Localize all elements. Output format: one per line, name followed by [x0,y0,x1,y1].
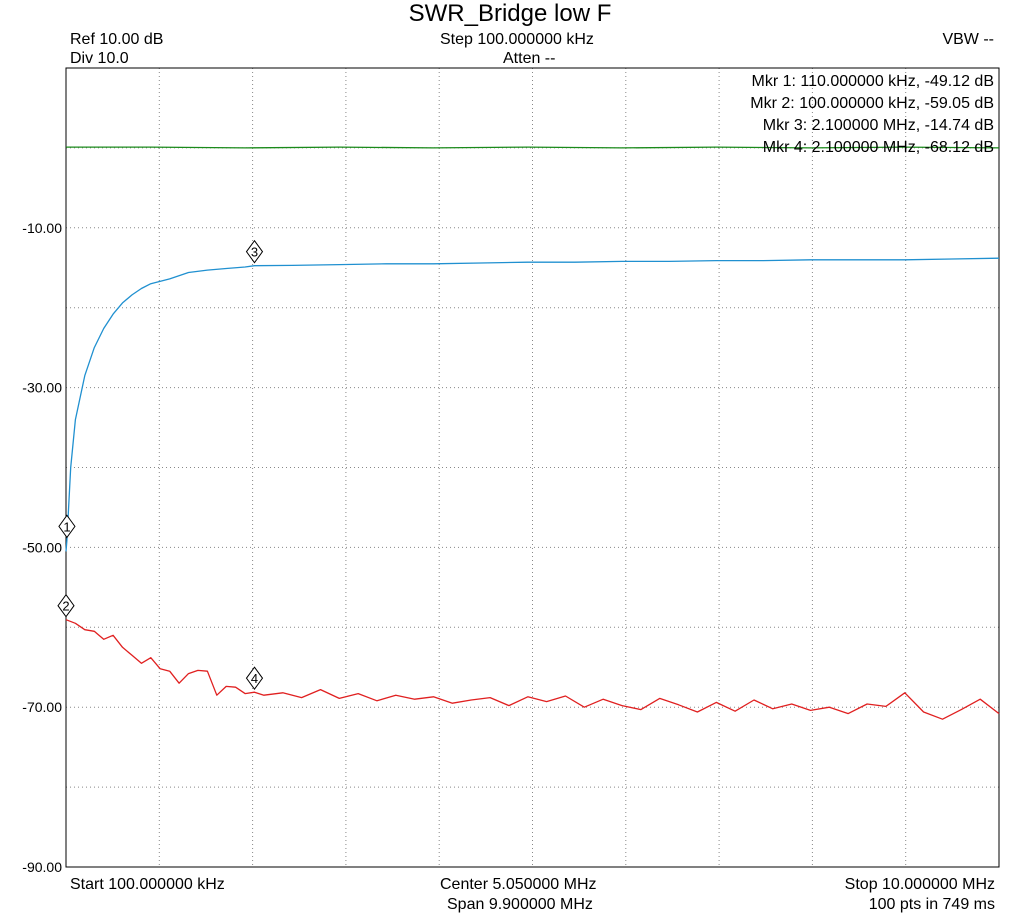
marker-number: 2 [62,599,69,614]
marker-1: 1 [58,514,76,539]
chart-title: SWR_Bridge low F [408,0,612,27]
y-tick-label: -70.00 [22,699,62,715]
y-tick-label: -30.00 [22,380,62,396]
marker-2: 2 [57,593,75,618]
marker-3: 3 [245,239,264,264]
marker-4: 4 [245,666,264,691]
series-line-1 [66,146,1000,149]
marker-number: 4 [251,671,258,686]
marker-readout: Mkr 3: 2.100000 MHz, -14.74 dB [763,117,994,134]
y-tick-label: -10.00 [22,220,62,236]
marker-diamond [57,593,75,618]
marker-diamond [245,666,264,691]
y-tick-label: -90.00 [22,859,62,875]
step-label: Step 100.000000 kHz [440,31,594,48]
marker-diamond [58,514,76,539]
series-line-3 [65,619,1000,720]
span-label: Span 9.900000 MHz [447,896,593,913]
series-line-2 [65,257,1000,552]
y-tick-label: -50.00 [22,539,62,555]
ref-level-label: Ref 10.00 dB [70,31,164,48]
center-frequency-label: Center 5.050000 MHz [440,876,597,893]
marker-readout: Mkr 2: 100.000000 kHz, -59.05 dB [750,95,994,112]
vbw-label: VBW -- [942,31,994,48]
start-frequency-label: Start 100.000000 kHz [70,876,225,893]
marker-readout: Mkr 4: 2.100000 MHz, -68.12 dB [763,139,994,156]
points-sweep-label: 100 pts in 749 ms [868,896,995,913]
stop-frequency-label: Stop 10.000000 MHz [844,876,995,893]
marker-number: 3 [251,245,258,260]
marker-readout: Mkr 1: 110.000000 kHz, -49.12 dB [751,73,994,90]
plot-frame [65,67,1000,868]
atten-label: Atten -- [503,50,556,67]
marker-diamond [245,239,264,264]
div-scale-label: Div 10.0 [70,50,129,67]
marker-number: 1 [63,519,70,534]
